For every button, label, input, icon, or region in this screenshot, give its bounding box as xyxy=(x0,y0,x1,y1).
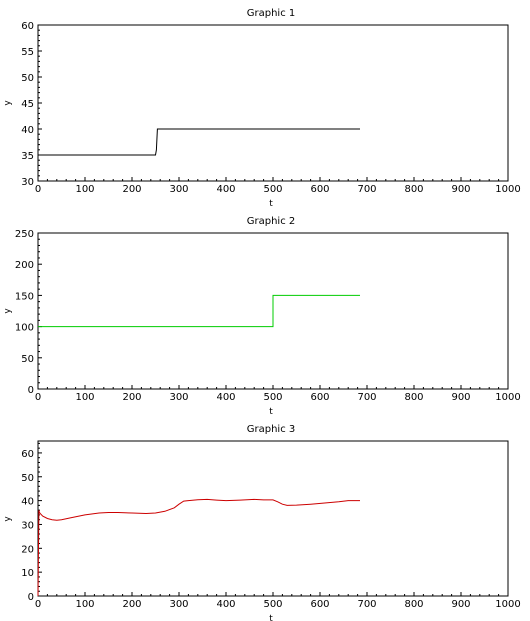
x-tick-label: 200 xyxy=(122,392,141,403)
x-tick-label: 400 xyxy=(216,599,235,610)
x-tick-label: 600 xyxy=(310,392,329,403)
series-line xyxy=(38,128,360,156)
y-tick-label: 60 xyxy=(21,21,34,32)
x-tick-label: 200 xyxy=(122,599,141,610)
y-tick-label: 20 xyxy=(21,544,34,555)
chart-2-y-axis-label: y xyxy=(3,308,13,314)
x-tick-label: 1000 xyxy=(495,184,520,195)
x-tick-label: 200 xyxy=(122,184,141,195)
chart-3-y-axis-label: y xyxy=(3,516,13,522)
x-tick-label: 800 xyxy=(404,392,423,403)
y-tick-label: 40 xyxy=(21,125,34,136)
y-tick-label: 30 xyxy=(21,520,34,531)
x-tick-label: 0 xyxy=(35,599,41,610)
x-tick-label: 400 xyxy=(216,184,235,195)
chart-2-x-tick-labels: 0 100 200 300 400 500 600 700 800 900 1000 xyxy=(35,392,521,403)
chart-1-y-axis-label: y xyxy=(3,100,13,106)
chart-2-series xyxy=(38,294,360,328)
chart-3-y-tick-labels: 0 10 20 30 40 50 60 xyxy=(21,449,34,603)
x-tick-label: 100 xyxy=(75,599,94,610)
y-tick-label: 35 xyxy=(21,151,34,162)
chart-3-x-axis-label: t xyxy=(269,614,273,621)
chart-1-ticks xyxy=(37,24,509,182)
x-tick-label: 700 xyxy=(357,599,376,610)
chart-1-y-tick-labels: 30 35 40 45 50 55 60 xyxy=(21,21,34,188)
x-tick-label: 900 xyxy=(451,392,470,403)
chart-2: Graphic 2 0 100 200 300 400 500 600 700 800 900 10… xyxy=(3,216,521,417)
chart-3-title: Graphic 3 xyxy=(247,424,296,435)
x-tick-label: 1000 xyxy=(495,392,520,403)
x-tick-label: 800 xyxy=(404,599,423,610)
chart-3-series xyxy=(37,498,360,597)
chart-3-plot-area xyxy=(37,440,509,597)
y-tick-label: 200 xyxy=(15,260,34,271)
x-tick-label: 700 xyxy=(357,184,376,195)
x-tick-label: 600 xyxy=(310,599,329,610)
chart-1-series xyxy=(38,128,360,156)
x-tick-label: 700 xyxy=(357,392,376,403)
chart-2-title: Graphic 2 xyxy=(247,216,296,227)
chart-2-y-tick-labels: 0 50 100 150 200 250 xyxy=(15,229,34,396)
y-tick-label: 50 xyxy=(21,73,34,84)
y-tick-label: 40 xyxy=(21,497,34,508)
x-tick-label: 1000 xyxy=(495,599,520,610)
series-line xyxy=(38,294,360,328)
y-tick-label: 150 xyxy=(15,291,34,302)
y-tick-label: 250 xyxy=(15,229,34,240)
chart-2-x-axis-label: t xyxy=(269,407,273,417)
x-tick-label: 500 xyxy=(263,599,282,610)
x-tick-label: 0 xyxy=(35,392,41,403)
x-tick-label: 0 xyxy=(35,184,41,195)
chart-3-x-tick-labels: 0 100 200 300 400 500 600 700 800 900 1000 xyxy=(35,599,521,610)
chart-1-plot-area xyxy=(37,24,509,182)
x-tick-label: 500 xyxy=(263,392,282,403)
x-tick-label: 300 xyxy=(169,392,188,403)
x-tick-label: 400 xyxy=(216,392,235,403)
y-tick-label: 50 xyxy=(21,473,34,484)
chart-1-x-axis-label: t xyxy=(269,199,273,209)
x-tick-label: 800 xyxy=(404,184,423,195)
y-tick-label: 60 xyxy=(21,449,34,460)
chart-3: Graphic 3 0 100 200 300 400 500 600 700 800 900 10… xyxy=(3,424,521,621)
x-tick-label: 300 xyxy=(169,599,188,610)
x-tick-label: 100 xyxy=(75,184,94,195)
x-tick-label: 900 xyxy=(451,599,470,610)
y-tick-label: 0 xyxy=(28,385,34,396)
x-tick-label: 300 xyxy=(169,184,188,195)
y-tick-label: 45 xyxy=(21,99,34,110)
y-tick-label: 10 xyxy=(21,568,34,579)
chart-1-x-tick-labels: 0 100 200 300 400 500 600 700 800 900 1000 xyxy=(35,184,521,195)
y-tick-label: 55 xyxy=(21,47,34,58)
y-tick-label: 100 xyxy=(15,323,34,334)
x-tick-label: 900 xyxy=(451,184,470,195)
x-tick-label: 600 xyxy=(310,184,329,195)
y-tick-label: 30 xyxy=(21,177,34,188)
y-tick-label: 50 xyxy=(21,354,34,365)
x-tick-label: 100 xyxy=(75,392,94,403)
chart-1-title: Graphic 1 xyxy=(247,8,296,19)
series-line xyxy=(37,498,360,597)
chart-1: Graphic 1 0 100 200 300 400 500 600 700 800 900 10… xyxy=(3,8,521,209)
y-tick-label: 0 xyxy=(28,592,34,603)
x-tick-label: 500 xyxy=(263,184,282,195)
